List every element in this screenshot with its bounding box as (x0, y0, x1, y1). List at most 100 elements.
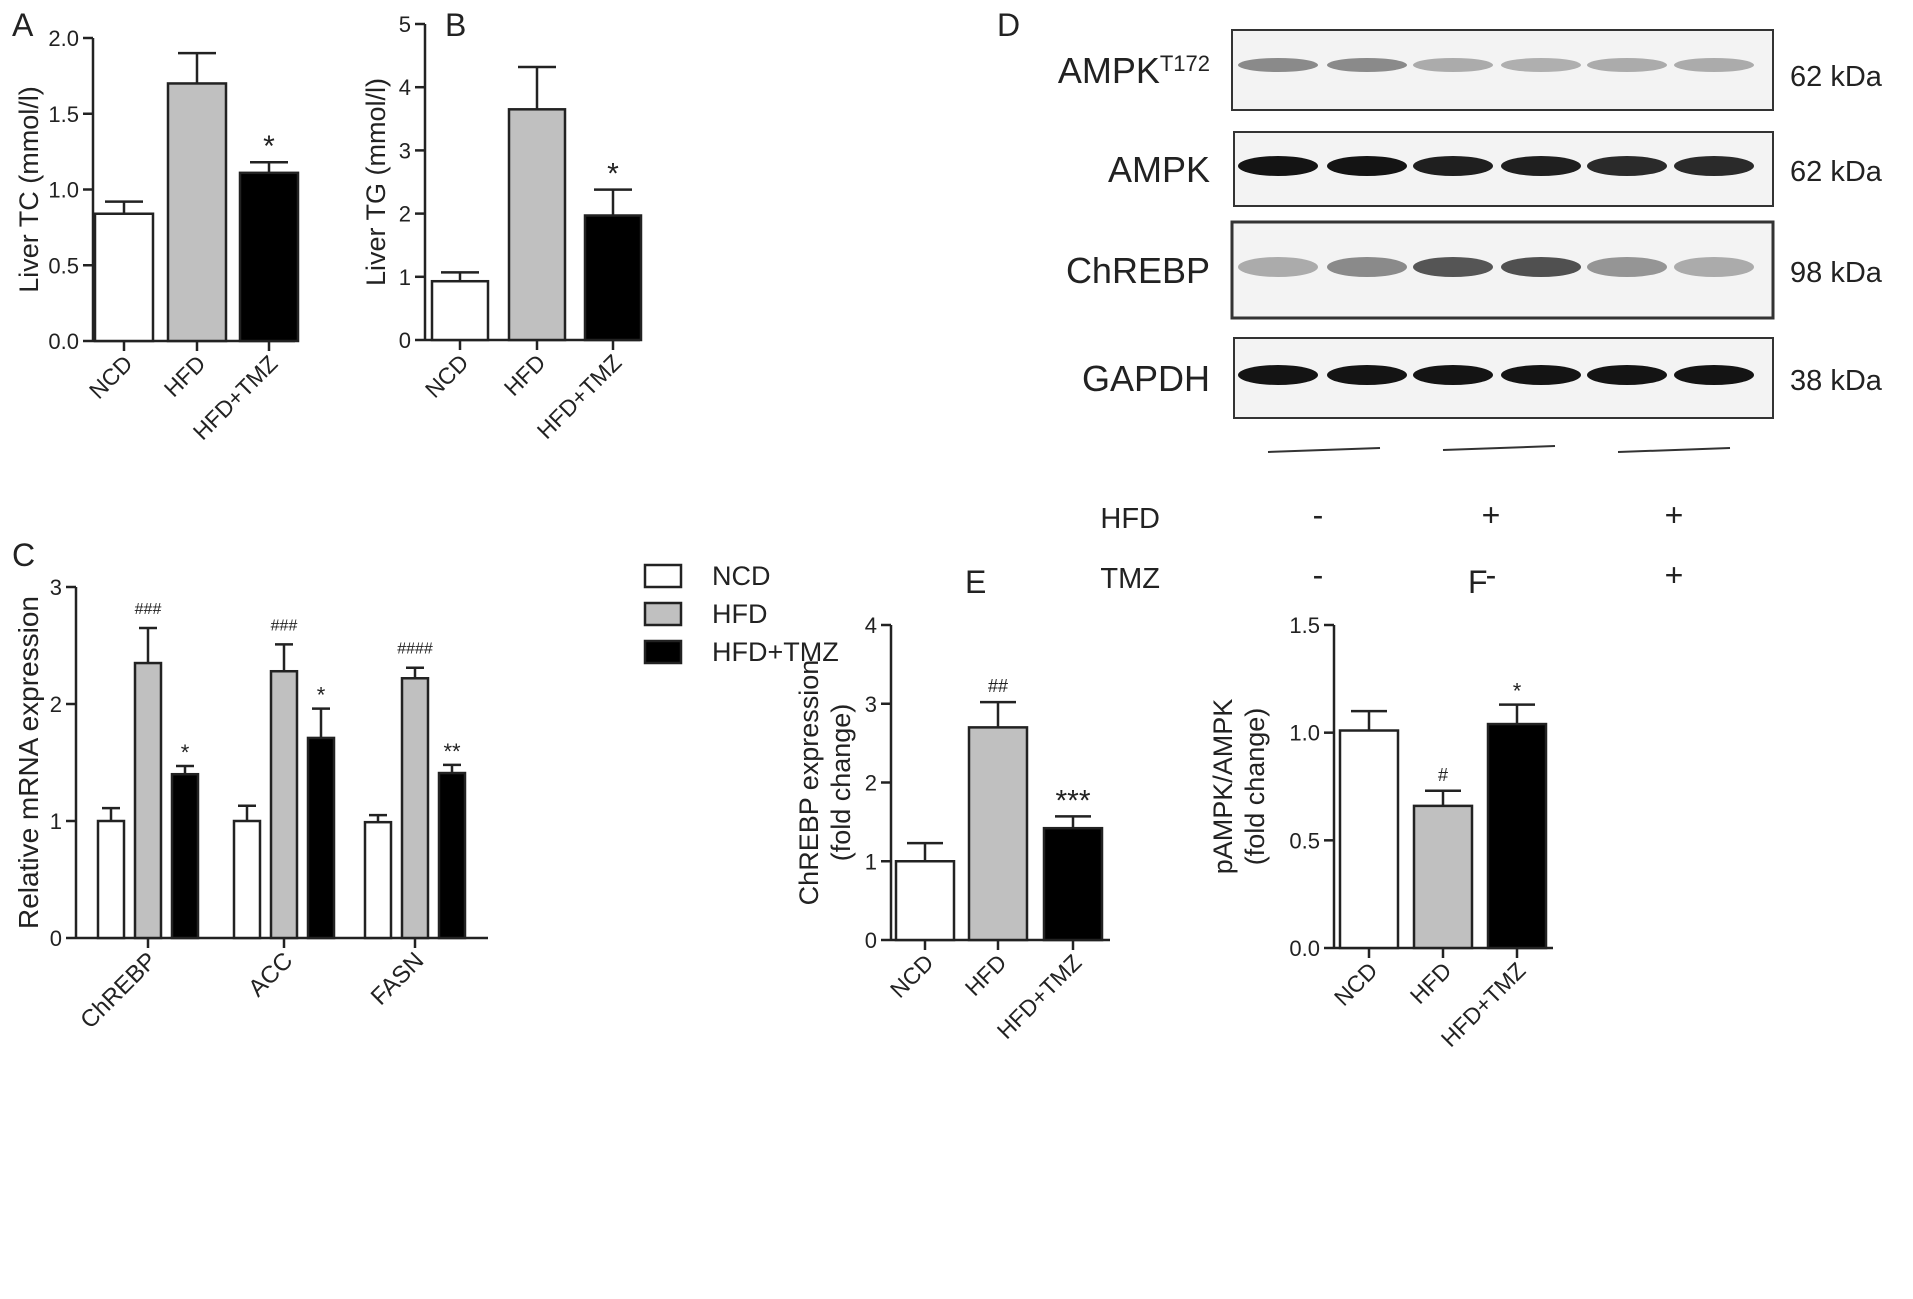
blot-size-label: 98 kDa (1790, 257, 1883, 289)
x-tick-label: NCD (885, 949, 939, 1003)
significance-mark: #### (397, 641, 433, 658)
y-axis-label: pAMPK/AMPK (1208, 699, 1238, 875)
western-blot: AMPKT172 62 kDa AMPK 62 kDa ChREBP 98 kDa GAPD… (1058, 29, 1883, 595)
chart-e: 0 1 2 3 4 ChREBP expression (fold change) NCD ##… (794, 613, 1110, 1044)
panel-letter-a: A (12, 7, 34, 43)
bar-acc-ncd (232, 819, 262, 940)
panel-letter-c: C (12, 537, 35, 573)
y-tick-label: 0.5 (48, 253, 79, 278)
legend-label: HFD (712, 599, 768, 629)
x-tick-label: ChREBP (75, 947, 162, 1034)
y-tick-label: 0 (50, 926, 62, 951)
significance-mark: * (607, 158, 619, 191)
bar-ncd (430, 279, 490, 342)
bar-ncd (1338, 729, 1400, 950)
band (1501, 365, 1581, 385)
bar-chrebp-hfd (133, 661, 163, 940)
bar-ncd (93, 212, 155, 343)
condition-label: HFD (1100, 503, 1160, 535)
band (1674, 365, 1754, 385)
bar-hfd-tmz (1486, 722, 1548, 950)
bar-hfd (166, 82, 228, 343)
band (1238, 58, 1318, 72)
blot-protein-label: AMPK (1108, 149, 1210, 190)
band (1674, 156, 1754, 176)
y-axis-label-2: (fold change) (1240, 708, 1270, 866)
band (1327, 58, 1407, 72)
y-tick-label: 1 (399, 265, 411, 290)
condition-value: + (1665, 557, 1684, 593)
significance-mark: ## (988, 676, 1008, 696)
panel-letter-e: E (965, 564, 986, 600)
significance-mark: ### (135, 601, 162, 618)
blot-size-label: 38 kDa (1790, 365, 1883, 397)
bar-hfd-tmz (583, 214, 643, 342)
blot-row-gapdh: GAPDH 38 kDa (1082, 337, 1883, 419)
x-tick-label: NCD (84, 350, 138, 404)
band (1413, 58, 1493, 72)
bar-hfd (967, 726, 1029, 942)
significance-mark: * (317, 683, 326, 708)
y-axis-label: ChREBP expression (794, 660, 824, 906)
y-tick-label: 0.0 (48, 329, 79, 354)
x-tick-label: HFD (159, 350, 211, 402)
band (1587, 365, 1667, 385)
y-tick-label: 2.0 (48, 26, 79, 51)
y-tick-label: 3 (865, 692, 877, 717)
legend: NCD HFD HFD+TMZ (643, 561, 839, 667)
significance-mark: * (1513, 679, 1522, 704)
y-tick-label: 2 (399, 202, 411, 227)
bar-chrebp-ncd (96, 819, 126, 940)
band (1674, 257, 1754, 277)
y-tick-label: 1.5 (1289, 613, 1320, 638)
condition-value: - (1313, 557, 1324, 593)
y-tick-label: 3 (50, 575, 62, 600)
blot-size-label: 62 kDa (1790, 156, 1883, 188)
condition-value: + (1665, 497, 1684, 533)
band (1238, 257, 1318, 277)
y-axis-label-2: (fold change) (826, 704, 856, 862)
lane-group-line (1617, 447, 1731, 453)
significance-mark: ** (443, 739, 461, 764)
bar-acc-hfd-tmz (306, 736, 336, 940)
blot-protein-superscript: T172 (1160, 51, 1210, 76)
bar-ncd (894, 860, 956, 942)
y-tick-label: 2 (865, 771, 877, 796)
lane-group-line (1442, 445, 1556, 451)
condition-value: - (1486, 557, 1497, 593)
bar-hfd (1412, 804, 1474, 950)
panel-letter-f: F (1468, 564, 1488, 600)
y-tick-label: 1 (50, 809, 62, 834)
band (1501, 257, 1581, 277)
y-tick-label: 0 (399, 328, 411, 353)
blot-protein-label: ChREBP (1066, 250, 1210, 291)
legend-swatch-hfd (643, 601, 683, 627)
band (1238, 365, 1318, 385)
panel-letter-b: B (445, 7, 466, 43)
band (1413, 365, 1493, 385)
y-tick-label: 2 (50, 692, 62, 717)
blot-membrane (1231, 29, 1774, 111)
bar-fasn-hfd (400, 677, 430, 940)
band (1238, 156, 1318, 176)
y-tick-label: 0.0 (1289, 936, 1320, 961)
blot-size-label: 62 kDa (1790, 61, 1883, 93)
y-tick-label: 1 (865, 849, 877, 874)
x-tick-label: FASN (366, 947, 429, 1010)
y-tick-label: 0 (865, 928, 877, 953)
band (1413, 156, 1493, 176)
significance-mark: * (181, 740, 190, 765)
band (1674, 58, 1754, 72)
chart-f: 0.0 0.5 1.0 1.5 pAMPK/AMPK (fold change) NCD # H… (1208, 613, 1553, 1052)
legend-label: HFD+TMZ (712, 637, 839, 667)
band (1413, 257, 1493, 277)
y-tick-label: 1.0 (1289, 721, 1320, 746)
x-tick-label: HFD (960, 949, 1012, 1001)
legend-swatch-hfd-tmz (643, 639, 683, 665)
blot-protein-label: GAPDH (1082, 358, 1210, 399)
blot-row-chrebp: ChREBP 98 kDa (1066, 220, 1883, 320)
bar-chrebp-hfd-tmz (170, 772, 200, 940)
